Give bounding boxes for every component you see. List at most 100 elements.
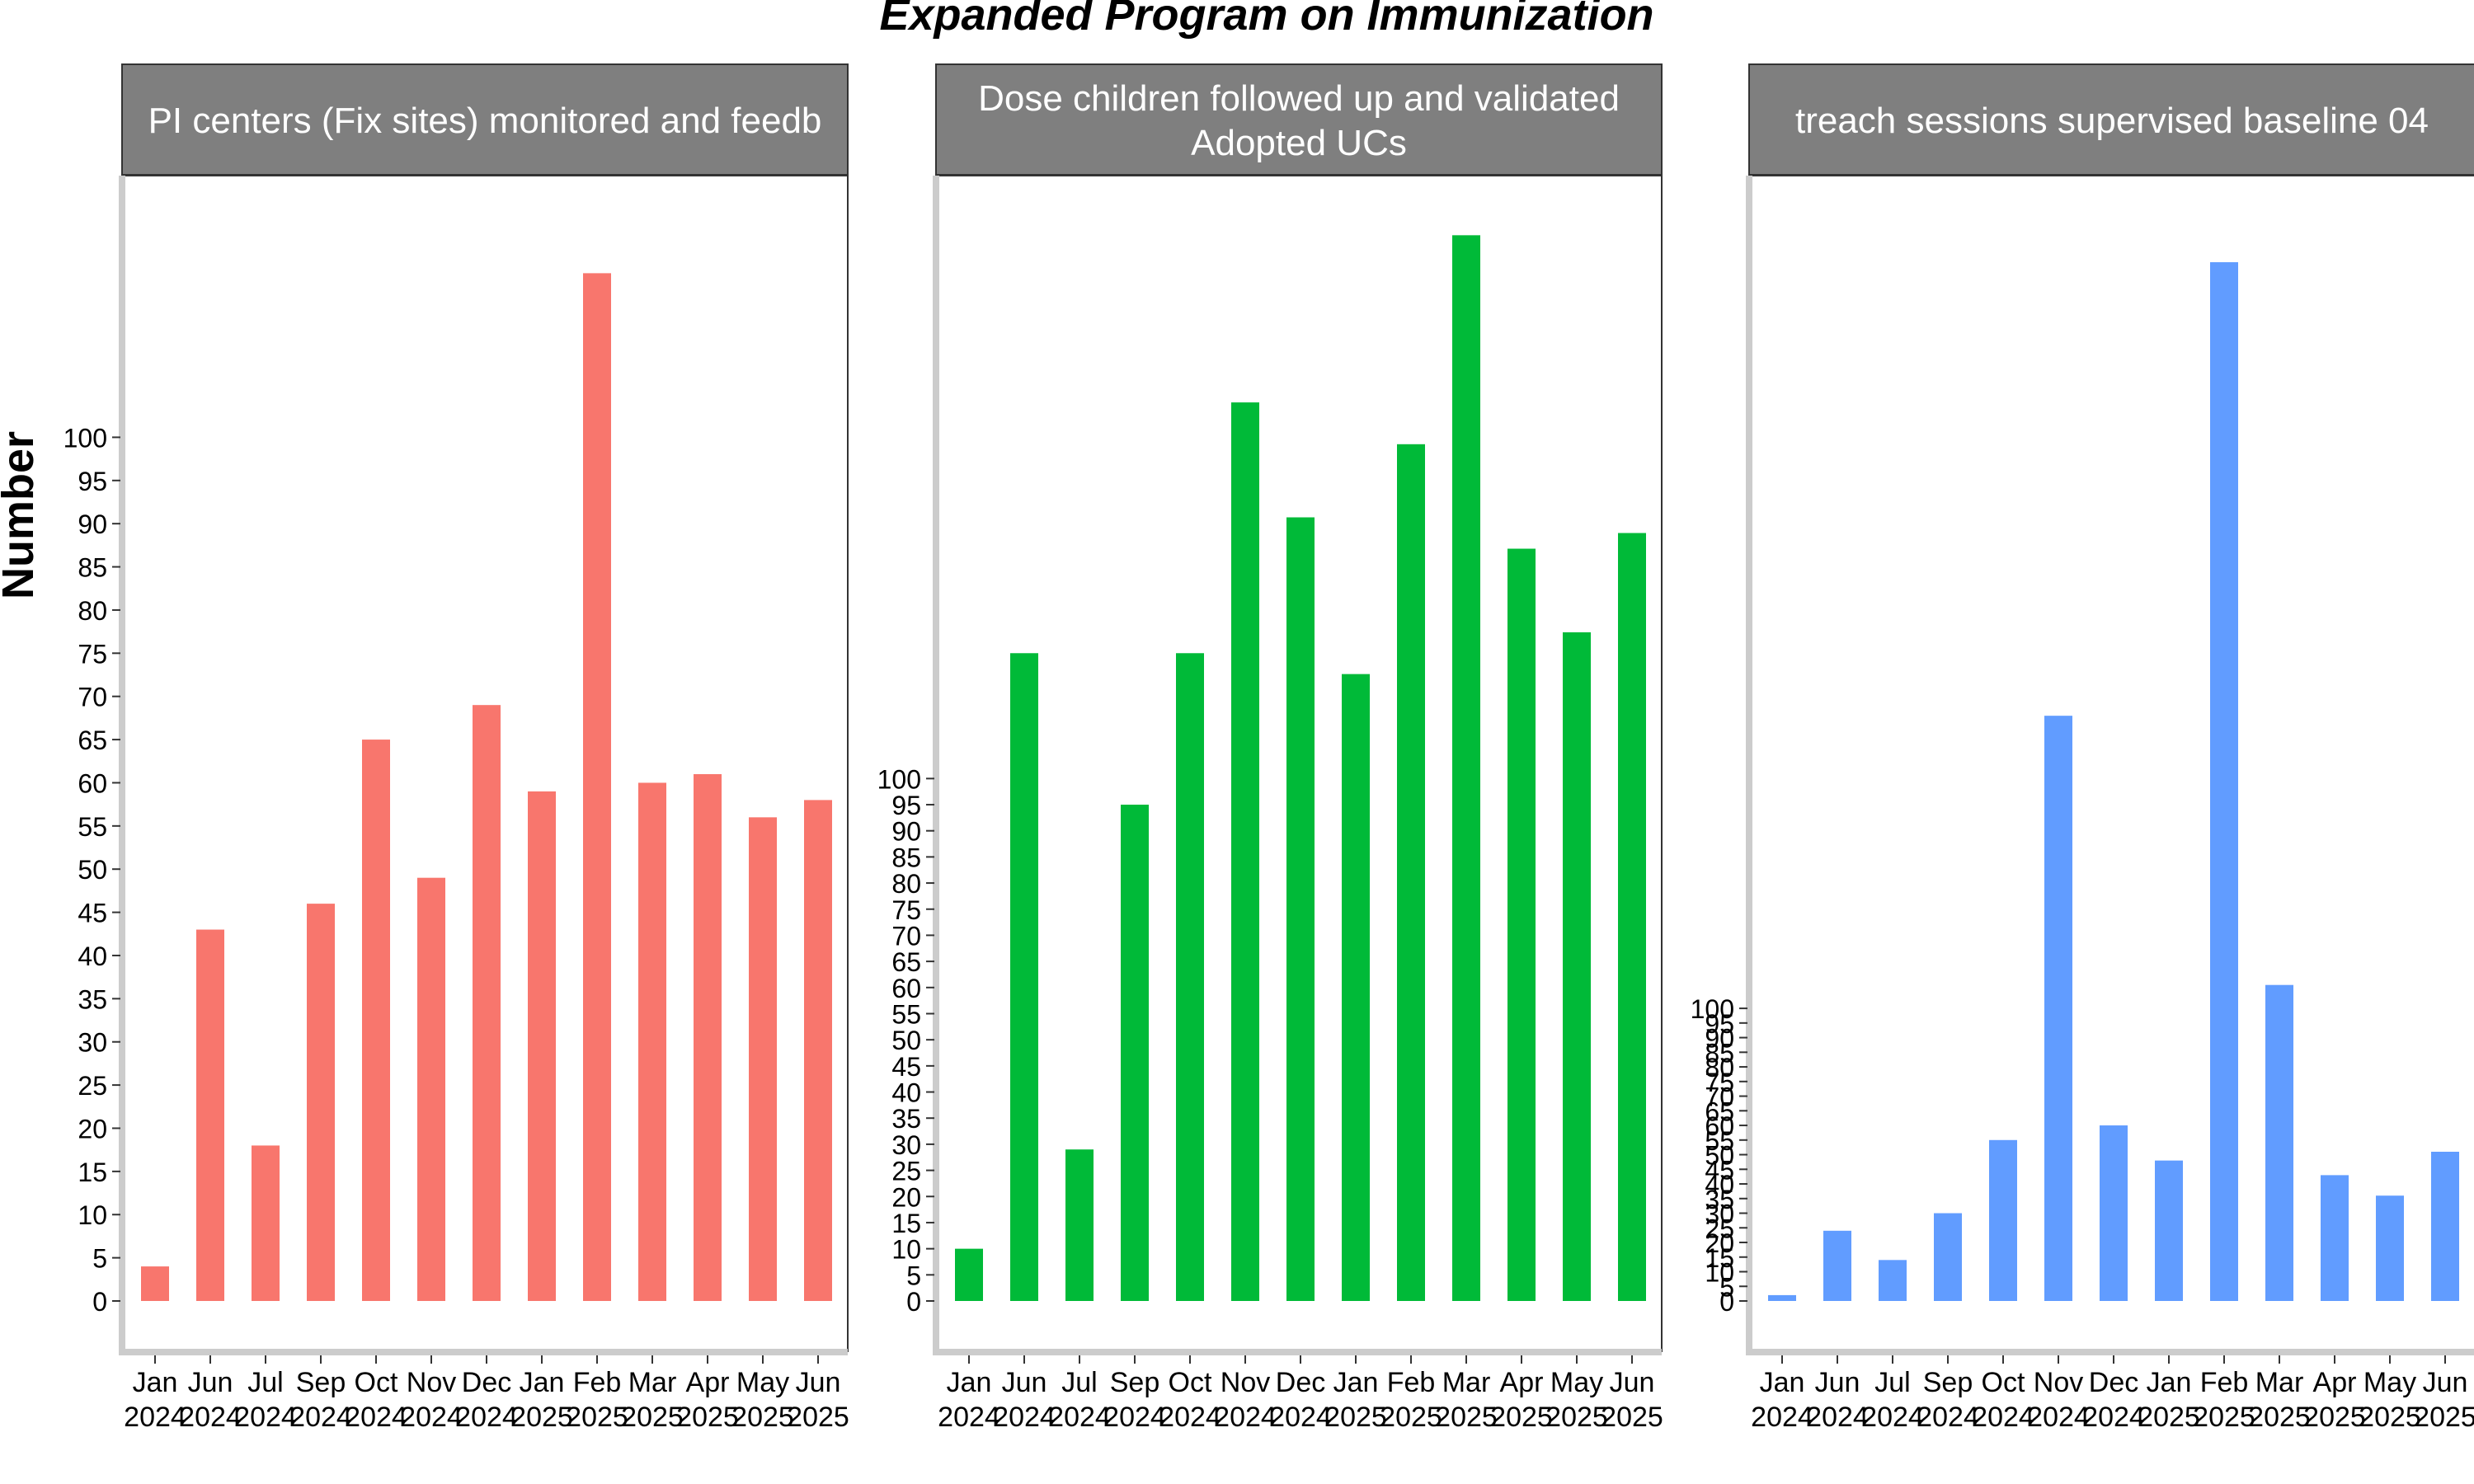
y-tick-label: 15	[891, 1209, 921, 1238]
y-tick-label: 70	[1705, 1082, 1734, 1112]
x-tick-label-month: Oct	[355, 1367, 398, 1398]
bar	[2100, 1125, 2128, 1301]
y-tick-label: 50	[1705, 1141, 1734, 1171]
x-tick-label-month: Jan	[947, 1367, 992, 1398]
y-tick-label: 40	[78, 942, 107, 971]
x-tick-label-month: Jun	[1610, 1367, 1655, 1398]
bar	[1121, 805, 1149, 1301]
x-tick-label-month: Mar	[628, 1367, 677, 1398]
facet-panel: Dose children followed up and validatedA…	[877, 63, 1663, 1433]
y-tick-label: 35	[78, 984, 107, 1014]
bar	[2376, 1195, 2404, 1301]
bar	[1397, 444, 1425, 1301]
y-tick-label: 90	[1705, 1024, 1734, 1054]
x-tick-label-year: 2024	[1159, 1402, 1221, 1433]
y-tick-label: 45	[78, 899, 107, 928]
y-tick-label: 10	[1705, 1258, 1734, 1288]
x-tick-label-year: 2024	[124, 1402, 186, 1433]
x-tick-label-month: Jan	[1333, 1367, 1379, 1398]
bar	[1989, 1139, 2017, 1301]
bar	[473, 705, 501, 1301]
y-tick-label: 20	[1705, 1228, 1734, 1258]
x-tick-label-month: Jun	[1815, 1367, 1860, 1398]
x-tick-label-year: 2025	[1435, 1402, 1498, 1433]
x-tick-label-month: Nov	[2034, 1367, 2083, 1398]
y-tick-label: 30	[1705, 1200, 1734, 1229]
bar	[528, 791, 556, 1301]
y-tick-label: 75	[1705, 1068, 1734, 1097]
y-tick-label: 50	[78, 855, 107, 885]
y-tick-label: 10	[78, 1200, 107, 1230]
bar	[1563, 632, 1591, 1301]
x-tick-label-year: 2025	[676, 1402, 739, 1433]
bar	[1010, 653, 1038, 1301]
x-tick-label-year: 2024	[993, 1402, 1056, 1433]
x-tick-label-year: 2025	[2193, 1402, 2255, 1433]
x-tick-label-month: Jul	[247, 1367, 283, 1398]
x-tick-label-year: 2025	[2359, 1402, 2421, 1433]
x-tick-label-month: Jul	[1874, 1367, 1910, 1398]
facet-strip-label: Dose children followed up and validated	[978, 78, 1620, 119]
y-tick-label: 100	[1691, 994, 1734, 1024]
y-tick-label: 75	[891, 895, 921, 925]
y-tick-label: 85	[891, 843, 921, 872]
x-tick-label-month: May	[1550, 1367, 1603, 1398]
y-tick-label: 5	[92, 1244, 107, 1274]
x-tick-label-year: 2025	[510, 1402, 573, 1433]
x-tick-label-year: 2024	[345, 1402, 407, 1433]
facet-strip-label: treach sessions supervised baseline 04	[1795, 101, 2429, 141]
facet-strip	[935, 63, 1663, 176]
x-tick-label-year: 2024	[938, 1402, 1000, 1433]
y-tick-label: 5	[906, 1261, 921, 1290]
y-tick-label: 65	[1705, 1097, 1734, 1126]
x-tick-label-month: Jun	[796, 1367, 841, 1398]
bar	[196, 929, 224, 1301]
x-tick-label-year: 2024	[179, 1402, 242, 1433]
x-tick-label-year: 2024	[289, 1402, 352, 1433]
bar	[638, 782, 666, 1301]
y-tick-label: 95	[891, 791, 921, 820]
y-tick-label: 40	[1705, 1170, 1734, 1200]
y-tick-label: 15	[78, 1158, 107, 1187]
y-tick-label: 95	[1705, 1009, 1734, 1039]
x-tick-label-year: 2025	[1380, 1402, 1442, 1433]
y-tick-label: 25	[891, 1157, 921, 1186]
y-tick-label: 90	[78, 510, 107, 539]
y-tick-label: 90	[891, 817, 921, 847]
y-tick-label: 95	[78, 467, 107, 496]
y-tick-label: 25	[78, 1071, 107, 1101]
y-tick-label: 70	[891, 921, 921, 951]
y-tick-label: 35	[1705, 1185, 1734, 1214]
bar	[362, 740, 390, 1301]
bar	[1507, 548, 1536, 1301]
x-tick-label-month: Sep	[1923, 1367, 1973, 1398]
x-tick-label-month: Feb	[573, 1367, 622, 1398]
bar	[2431, 1151, 2459, 1301]
x-tick-label-year: 2024	[1214, 1402, 1277, 1433]
x-tick-label-month: Jun	[1002, 1367, 1047, 1398]
y-tick-label: 100	[877, 764, 921, 794]
x-tick-label-month: Jan	[1760, 1367, 1805, 1398]
bar	[1452, 235, 1480, 1302]
y-tick-label: 40	[891, 1078, 921, 1108]
y-tick-label: 45	[1705, 1155, 1734, 1185]
y-tick-label: 60	[78, 768, 107, 798]
x-tick-label-month: Apr	[686, 1367, 730, 1398]
x-tick-label-month: Jan	[133, 1367, 178, 1398]
x-tick-label-month: Sep	[1110, 1367, 1160, 1398]
x-tick-label-year: 2025	[1490, 1402, 1553, 1433]
x-tick-label-year: 2025	[566, 1402, 628, 1433]
x-tick-label-month: Apr	[2313, 1367, 2357, 1398]
bar	[1286, 517, 1315, 1301]
y-tick-label: 15	[1705, 1243, 1734, 1273]
x-tick-label-year: 2025	[731, 1402, 794, 1433]
x-tick-label-month: Feb	[1387, 1367, 1436, 1398]
x-tick-label-year: 2024	[2082, 1402, 2145, 1433]
facet-panel: treach sessions supervised baseline 0405…	[1691, 63, 2474, 1433]
bar	[2210, 262, 2238, 1301]
x-tick-label-year: 2024	[1103, 1402, 1166, 1433]
bar	[1879, 1260, 1907, 1301]
bar	[1065, 1149, 1094, 1301]
x-tick-label-month: Jun	[188, 1367, 233, 1398]
x-tick-label-year: 2025	[2303, 1402, 2366, 1433]
